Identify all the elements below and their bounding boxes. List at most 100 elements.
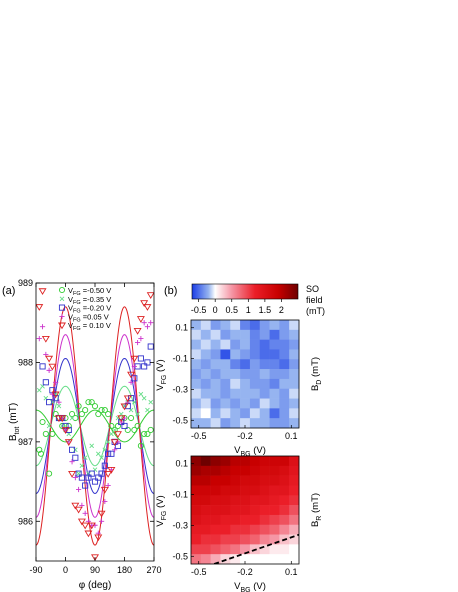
data-point — [123, 395, 132, 403]
heatmap-cell — [240, 359, 251, 370]
heatmap-cell — [191, 514, 202, 526]
heatmap-cell — [191, 534, 202, 545]
heatmap-cell — [191, 456, 202, 467]
heatmap-cell — [210, 495, 221, 506]
heatmap-cell — [289, 329, 300, 340]
heatmap-cell — [279, 475, 290, 486]
data-point — [141, 395, 147, 401]
heatmap-br-y-label: VFG (V) — [155, 495, 168, 526]
heatmap-cell — [259, 339, 270, 350]
heatmap-cell — [210, 349, 221, 360]
x-tick-label: 180 — [117, 565, 132, 575]
heatmap-cell — [249, 485, 261, 496]
heatmap-cell — [240, 418, 251, 429]
data-point — [124, 426, 131, 433]
heatmap-x-tick-label: 0.1 — [285, 567, 298, 577]
heatmap-cell — [259, 408, 270, 419]
heatmap-cell — [279, 456, 290, 467]
data-point — [75, 470, 82, 477]
heatmap-cell — [240, 339, 251, 350]
heatmap-bd-y-label: VFG (V) — [155, 359, 168, 390]
heatmap-cell — [240, 369, 251, 380]
heatmap-cell — [289, 544, 300, 555]
heatmap-cell — [210, 554, 221, 565]
heatmap-cell — [191, 465, 202, 476]
heatmap-cell — [220, 495, 231, 506]
legend-marker — [59, 313, 65, 319]
heatmap-cell — [230, 534, 241, 545]
heatmap-cell — [259, 378, 270, 390]
heatmap-cell — [249, 475, 261, 486]
heatmap-cell — [279, 514, 290, 526]
colorbar-tick-label: 1 — [246, 305, 251, 315]
heatmap-y-tick-label: 0.1 — [175, 323, 188, 333]
data-point — [46, 470, 53, 477]
heatmap-cell — [191, 524, 202, 535]
heatmap-cell — [289, 369, 300, 380]
colorbar-tick-label: 2 — [279, 305, 284, 315]
heatmap-cell — [249, 359, 261, 370]
fit-curve-series-3 — [36, 334, 154, 518]
heatmap-cell — [259, 544, 270, 555]
data-point — [91, 554, 99, 561]
heatmap-y-tick-label: -0.1 — [172, 354, 188, 364]
heatmap-cell — [259, 475, 270, 486]
x-tick-label: -90 — [29, 565, 42, 575]
data-point — [56, 399, 62, 405]
data-point — [78, 411, 85, 418]
y-tick-label: 989 — [18, 278, 33, 288]
heatmap-cell — [230, 475, 241, 486]
legend-entry: VFG =-0.35 V — [68, 295, 111, 306]
heatmap-cell — [200, 418, 211, 429]
heatmap-cell — [289, 388, 300, 399]
data-point — [101, 407, 108, 414]
data-point — [95, 474, 102, 481]
heatmap-cell — [191, 320, 202, 331]
heatmap-cell — [200, 475, 211, 486]
heatmap-cell — [240, 495, 251, 506]
data-point — [95, 411, 102, 418]
data-point — [131, 426, 138, 433]
colorbar-tick-label: -0.5 — [191, 305, 207, 315]
heatmap-cell — [210, 475, 221, 486]
colorbar: -0.5 0 0.5 1 1.5 2 SO field (mT) — [191, 283, 325, 316]
heatmap-y-tick-label: 0.1 — [175, 459, 188, 469]
heatmap-cell — [220, 388, 231, 399]
data-point — [95, 451, 101, 457]
heatmap-cell — [289, 514, 300, 526]
heatmap-cell — [279, 339, 290, 350]
data-point — [131, 375, 138, 382]
heatmap-cell — [240, 398, 251, 409]
heatmap-cell — [249, 456, 261, 467]
heatmap-x-tick-label: 0.1 — [285, 431, 298, 441]
heatmap-cell — [269, 329, 280, 340]
data-point — [117, 415, 126, 423]
heatmap-br-x-label: VBG (V) — [234, 581, 266, 592]
panel-label-b: (b) — [164, 285, 177, 297]
data-point — [37, 450, 44, 457]
data-point — [147, 343, 154, 350]
heatmap-x-tick-label: -0.5 — [191, 567, 207, 577]
data-point — [105, 450, 112, 457]
data-point — [48, 363, 57, 371]
heatmap-cell — [210, 485, 221, 496]
data-point — [64, 439, 73, 446]
data-point — [71, 502, 80, 510]
heatmap-cell — [249, 378, 261, 390]
heatmap-cell — [220, 320, 231, 331]
heatmap-cell — [249, 339, 261, 350]
data-point — [141, 363, 148, 370]
heatmap-cell — [230, 349, 241, 360]
heatmap-cell — [220, 485, 231, 496]
colorbar-tick-label: 0.5 — [225, 305, 238, 315]
data-point — [128, 414, 135, 422]
heatmap-cell — [230, 485, 241, 496]
heatmap-cell — [191, 388, 202, 399]
heatmap-cell — [230, 408, 241, 419]
heatmap-cell — [230, 378, 241, 390]
heatmap-cell — [269, 408, 280, 419]
data-point — [135, 339, 141, 346]
data-point — [113, 431, 122, 438]
heatmap-cell — [279, 465, 290, 476]
data-point — [98, 470, 105, 477]
